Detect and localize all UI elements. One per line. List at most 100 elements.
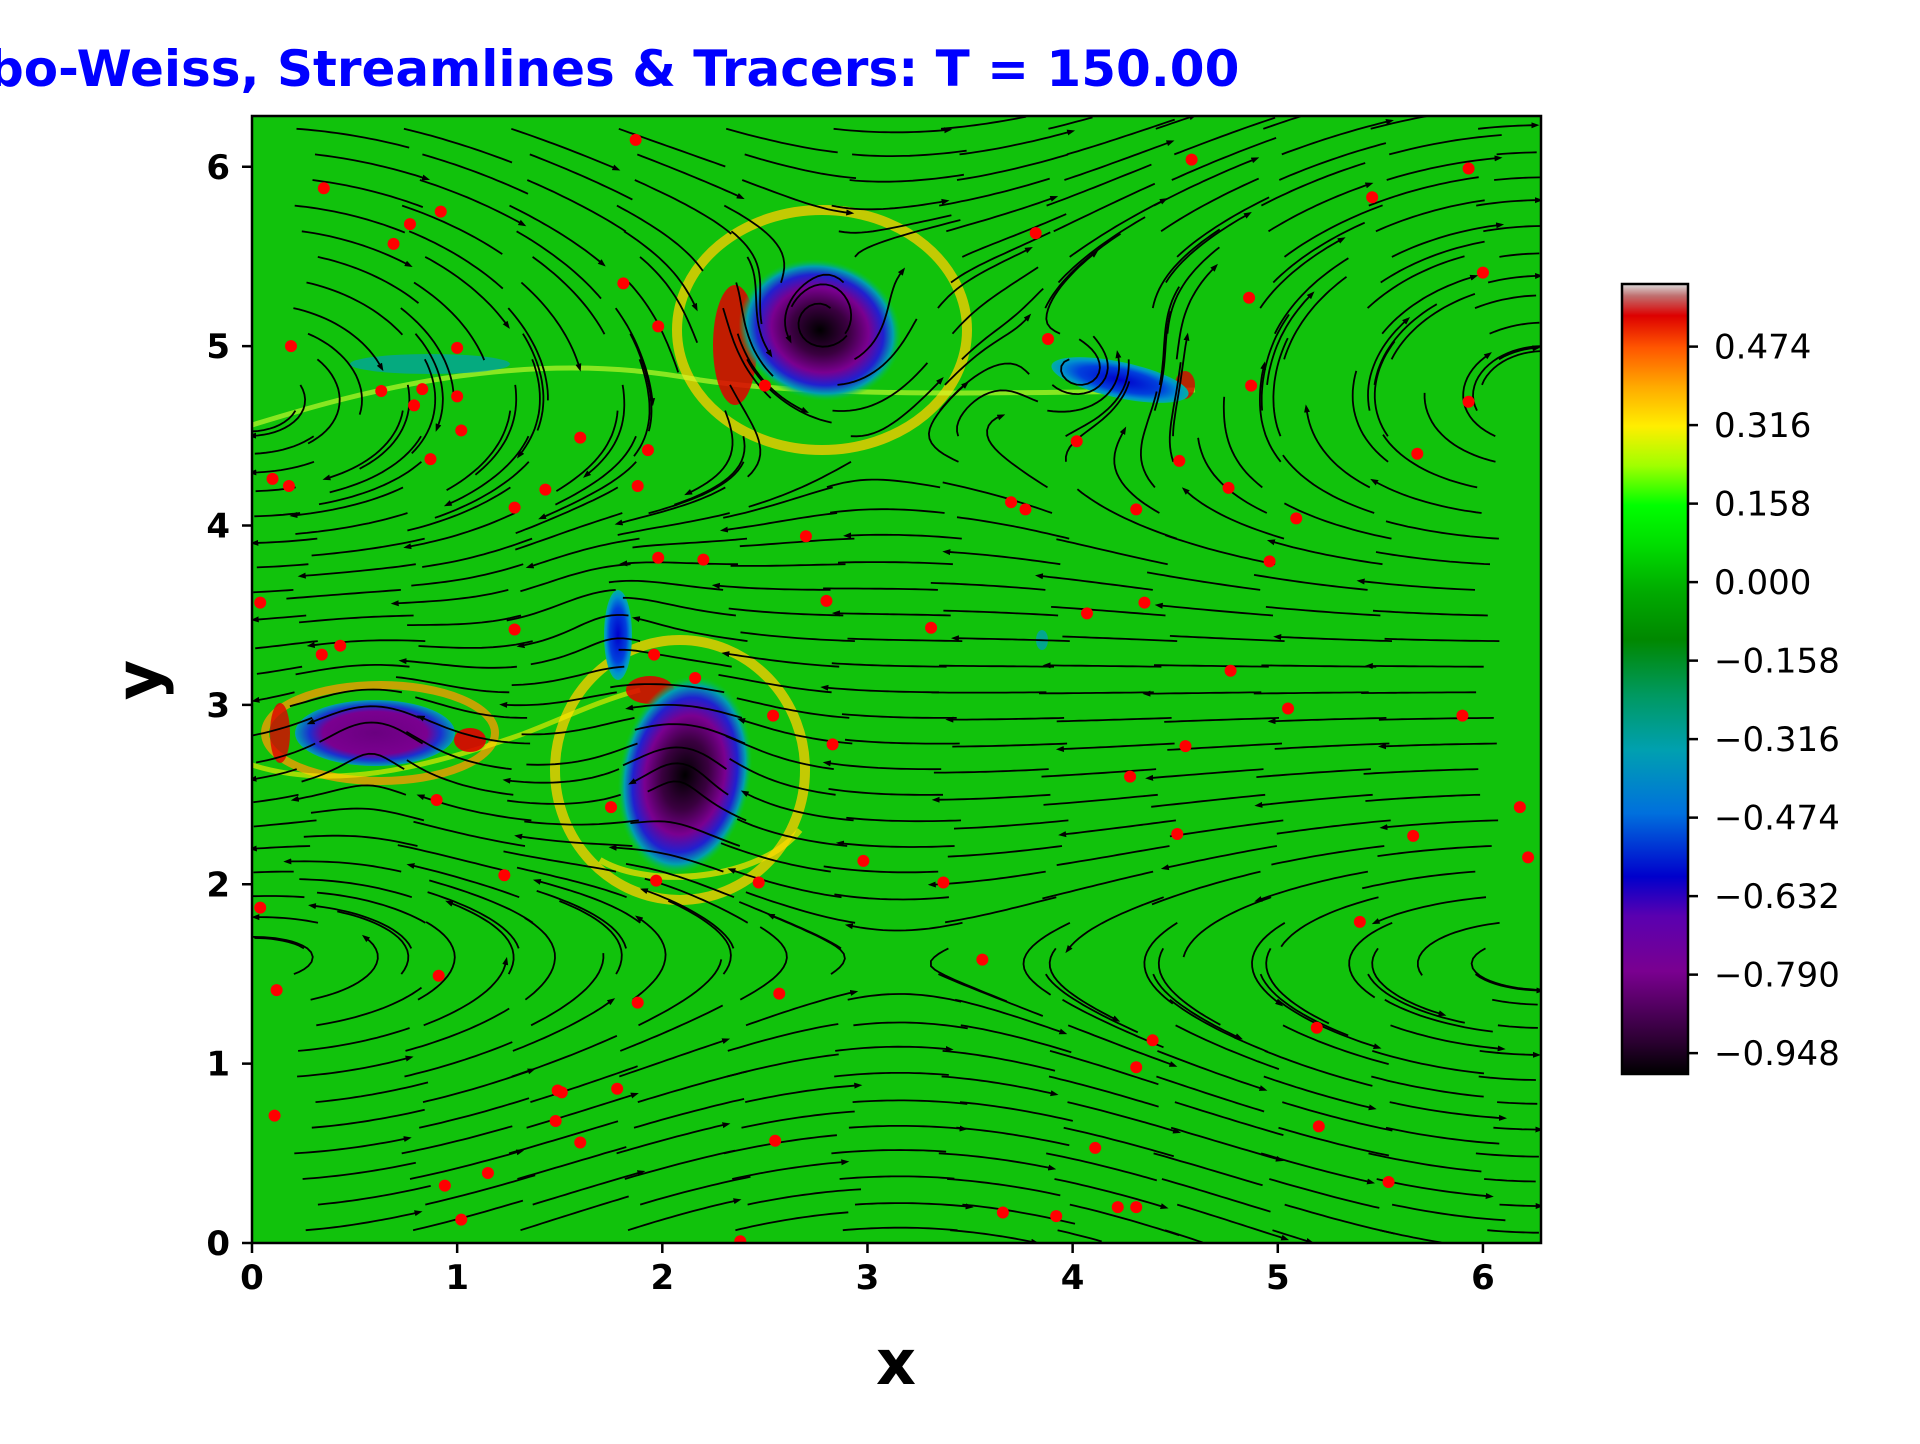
- tracer-point: [1223, 482, 1235, 494]
- tracer-point: [630, 134, 642, 146]
- tracer-point: [759, 380, 771, 392]
- streamline: [1039, 692, 1154, 693]
- tracer-point: [1282, 702, 1294, 714]
- tracer-point: [1112, 1201, 1124, 1213]
- tracer-point: [925, 622, 937, 634]
- tracer-point: [857, 855, 869, 867]
- tracer-point: [650, 875, 662, 887]
- tracer-point: [283, 480, 295, 492]
- x-tick-label: 3: [856, 1258, 880, 1298]
- tracer-point: [254, 597, 266, 609]
- tracer-point: [648, 649, 660, 661]
- colorbar-tick-label: 0.474: [1714, 328, 1811, 368]
- x-tick-label: 5: [1266, 1258, 1290, 1298]
- tracer-point: [431, 794, 443, 806]
- tracer-point: [1313, 1120, 1325, 1132]
- tracer-point: [632, 480, 644, 492]
- tracer-point: [498, 869, 510, 881]
- tracer-point: [611, 1083, 623, 1095]
- tracer-point: [404, 218, 416, 230]
- tracer-point: [652, 320, 664, 332]
- tracer-point: [482, 1167, 494, 1179]
- tracer-point: [820, 595, 832, 607]
- tracer-point: [1264, 555, 1276, 567]
- colorbar-gradient: [1622, 284, 1688, 1074]
- tracer-point: [375, 385, 387, 397]
- tracer-point: [408, 399, 420, 411]
- tracer-point: [1463, 163, 1475, 175]
- tracer-point: [1243, 292, 1255, 304]
- tracer-point: [451, 390, 463, 402]
- tracer-point: [937, 876, 949, 888]
- tracer-point: [1514, 801, 1526, 813]
- x-axis-label: x: [876, 1326, 916, 1399]
- tracer-point: [1311, 1022, 1323, 1034]
- tracer-point: [1171, 828, 1183, 840]
- vortex-left: [295, 700, 455, 766]
- tracer-point: [267, 473, 279, 485]
- tracer-point: [439, 1180, 451, 1192]
- streamline: [1254, 692, 1369, 693]
- streamline: [939, 666, 1054, 667]
- y-tick-label: 4: [206, 507, 230, 547]
- colorbar-tick-label: 0.158: [1714, 485, 1811, 525]
- colorbar-tick-label: −0.158: [1714, 642, 1840, 682]
- tracer-point: [509, 502, 521, 514]
- tracer-point: [269, 1110, 281, 1122]
- tracer-point: [1147, 1034, 1159, 1046]
- colorbar-tick-label: −0.790: [1714, 956, 1840, 996]
- tracer-point: [316, 649, 328, 661]
- colorbar: 0.4740.3160.1580.000−0.158−0.316−0.474−0…: [1622, 284, 1840, 1074]
- tracer-point: [1050, 1210, 1062, 1222]
- tracer-point: [455, 424, 467, 436]
- tracer-point: [1179, 740, 1191, 752]
- tracer-point: [433, 970, 445, 982]
- chart-title: Okubo-Weiss, Streamlines & Tracers: T = …: [0, 40, 1239, 98]
- tracer-point: [800, 530, 812, 542]
- tracer-point: [550, 1115, 562, 1127]
- tracer-point: [605, 801, 617, 813]
- tracer-point: [285, 340, 297, 352]
- tracer-point: [1354, 916, 1366, 928]
- tracer-point: [1030, 227, 1042, 239]
- tracer-point: [734, 1235, 746, 1247]
- colorbar-tick-label: −0.948: [1714, 1034, 1840, 1074]
- tracer-point: [455, 1214, 467, 1226]
- colorbar-tick-label: −0.474: [1714, 799, 1840, 839]
- tracer-point: [1463, 396, 1475, 408]
- colorbar-tick-label: 0.000: [1714, 563, 1811, 603]
- x-tick-label: 2: [650, 1258, 674, 1298]
- tracer-point: [451, 342, 463, 354]
- tracer-point: [1042, 333, 1054, 345]
- tracer-point: [509, 624, 521, 636]
- tracer-point: [976, 954, 988, 966]
- tracer-point: [632, 997, 644, 1009]
- tracer-point: [556, 1086, 568, 1098]
- tracer-point: [1366, 191, 1378, 203]
- y-tick-label: 5: [206, 327, 230, 367]
- plot-area: [252, 116, 1541, 1247]
- tracer-point: [1411, 448, 1423, 460]
- streamline: [254, 872, 294, 873]
- tracer-point: [642, 444, 654, 456]
- y-tick-label: 6: [206, 148, 230, 188]
- tracer-point: [574, 1137, 586, 1149]
- tracer-point: [1124, 771, 1136, 783]
- field-background: [252, 116, 1541, 1243]
- tracer-point: [773, 988, 785, 1000]
- tracer-point: [997, 1207, 1009, 1219]
- streamline: [1361, 692, 1476, 693]
- tracer-point: [1522, 851, 1534, 863]
- tracer-point: [318, 182, 330, 194]
- tracer-point: [827, 738, 839, 750]
- streamline: [1369, 666, 1484, 667]
- y-tick-label: 2: [206, 865, 230, 905]
- tracer-point: [435, 206, 447, 218]
- colorbar-ticks: 0.4740.3160.1580.000−0.158−0.316−0.474−0…: [1688, 328, 1840, 1075]
- tracer-point: [1407, 830, 1419, 842]
- tracer-point: [1138, 597, 1150, 609]
- tracer-point: [1130, 503, 1142, 515]
- tracer-point: [1383, 1176, 1395, 1188]
